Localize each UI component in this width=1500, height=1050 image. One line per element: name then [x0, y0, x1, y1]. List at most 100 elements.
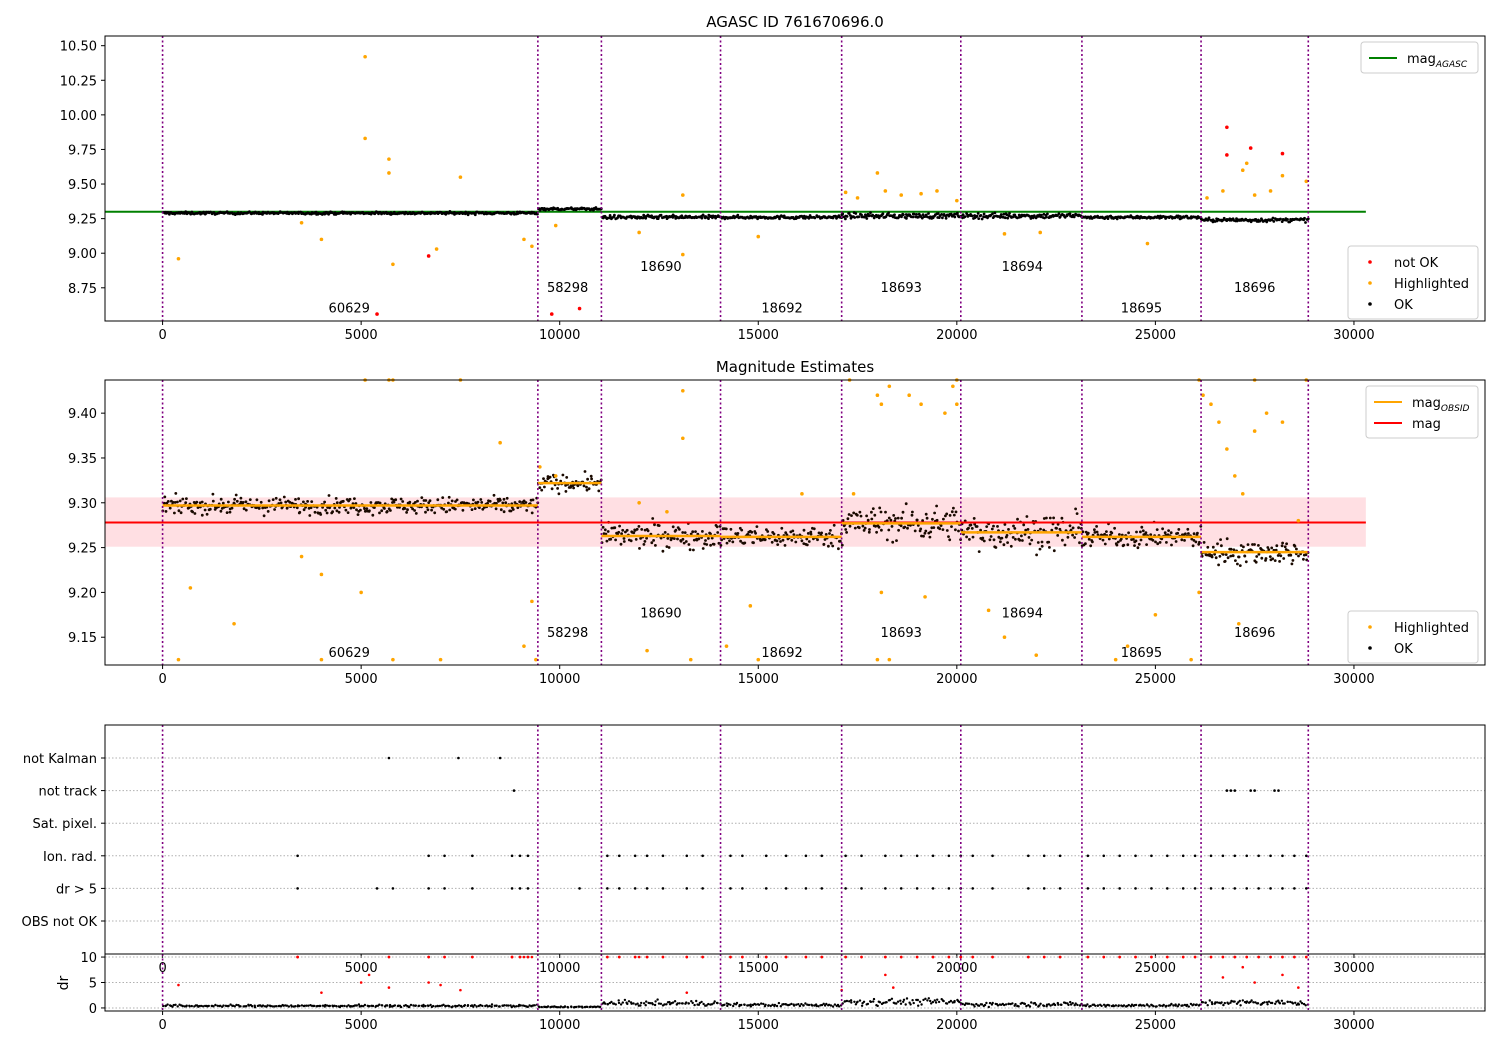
ok-point	[716, 531, 720, 534]
legend-swatch	[1368, 625, 1372, 629]
ok-point	[1139, 530, 1142, 534]
highlighted-point	[1240, 168, 1245, 172]
ok-point	[632, 531, 636, 535]
ok-point	[513, 501, 517, 504]
ok-point	[1149, 533, 1153, 537]
ok-point	[969, 523, 973, 527]
panel-dr-plot: 0 5000 10000 15000 20000 25000 30000 0 5 10	[80, 951, 1485, 1033]
dr-point	[1211, 1002, 1214, 1006]
flag-point	[1193, 887, 1197, 890]
ok-point	[1272, 220, 1276, 223]
not-ok-cap-point	[740, 955, 744, 959]
ok-point	[792, 533, 796, 536]
dr-point	[973, 1005, 976, 1008]
dr-point	[555, 1005, 558, 1009]
ok-point	[824, 533, 828, 536]
dr-point	[896, 1000, 900, 1003]
y-tick-label: 10.25	[60, 74, 97, 89]
dr-point	[207, 1004, 210, 1008]
obsid-label: 18695	[1121, 646, 1162, 661]
dr-point	[214, 1003, 217, 1007]
ok-point	[709, 532, 712, 536]
dr-point	[862, 1000, 866, 1003]
highlighted-point	[875, 657, 880, 662]
ok-point	[957, 529, 960, 533]
ok-point	[988, 538, 992, 542]
ok-point	[1207, 216, 1211, 220]
ok-point	[952, 506, 955, 510]
ok-point	[919, 527, 923, 531]
dr-point	[687, 1002, 690, 1005]
flag-point	[1086, 887, 1090, 890]
ok-point	[583, 470, 587, 473]
flag-point	[1281, 887, 1284, 890]
highlighted-point	[1268, 189, 1273, 193]
highlighted-point	[387, 171, 391, 175]
highlighted-point	[1236, 621, 1241, 626]
dr-point	[1086, 1003, 1089, 1006]
ok-point	[847, 211, 851, 215]
dr-point	[782, 1003, 785, 1006]
dr-point	[1201, 1001, 1205, 1004]
dr-point	[1300, 1002, 1304, 1005]
highlighted-point	[907, 393, 911, 398]
flag-point	[1293, 854, 1296, 858]
ok-point	[556, 487, 559, 490]
ok-point	[257, 507, 261, 510]
ok-point	[642, 543, 646, 546]
ok-point	[211, 499, 215, 503]
ok-point	[661, 549, 665, 553]
dr-point	[931, 1000, 935, 1004]
ok-point	[1213, 552, 1216, 556]
flag-point	[1281, 854, 1284, 858]
ok-point	[1035, 553, 1038, 557]
ok-point	[255, 498, 259, 502]
ok-point	[278, 498, 282, 502]
dr-point	[627, 1000, 631, 1003]
dr-point	[172, 1003, 175, 1007]
ok-point	[688, 548, 692, 552]
ok-point	[1110, 531, 1114, 535]
dr-point	[849, 999, 853, 1002]
ok-point	[1251, 543, 1254, 546]
ok-point	[1058, 527, 1062, 531]
flag-point	[1118, 854, 1121, 858]
ok-point	[1032, 214, 1036, 218]
not-ok-point	[426, 254, 431, 258]
dr-point	[771, 1003, 774, 1006]
flag-point	[701, 854, 704, 858]
ok-point	[820, 531, 823, 535]
ok-point	[1063, 543, 1067, 547]
x-tick-label: 25000	[1135, 672, 1176, 687]
highlighted-point	[919, 191, 923, 196]
ok-point	[1257, 552, 1261, 556]
dr-point	[817, 1005, 820, 1008]
obsid-label: 18695	[1121, 302, 1162, 317]
highlighted-point	[299, 220, 304, 225]
not-ok-cap-point	[443, 955, 446, 959]
dr-point	[953, 999, 956, 1003]
ok-point	[739, 539, 742, 543]
ok-point	[597, 489, 601, 493]
highlighted-point	[363, 54, 367, 59]
ok-point	[1021, 539, 1024, 542]
dr-point	[1195, 1003, 1198, 1006]
flag-point	[1233, 854, 1237, 858]
not-ok-cap-point	[947, 955, 951, 959]
dr-point	[697, 1003, 701, 1006]
flag-point	[1166, 854, 1169, 858]
dr-point	[1127, 1003, 1131, 1007]
dr-point	[201, 1005, 205, 1008]
ok-point	[354, 502, 358, 505]
legend-label-subscript: OBSID	[1441, 404, 1470, 414]
dr-point	[792, 1004, 796, 1007]
ok-point	[617, 530, 621, 534]
dr-point	[888, 998, 892, 1002]
dr-point	[563, 1005, 567, 1008]
ok-point	[840, 543, 844, 547]
y-tick-label: 8.75	[68, 282, 97, 297]
ok-point	[1068, 212, 1072, 216]
dr-point	[319, 1004, 322, 1008]
obsid-label: 60629	[329, 302, 370, 317]
highlighted-point	[923, 595, 927, 599]
